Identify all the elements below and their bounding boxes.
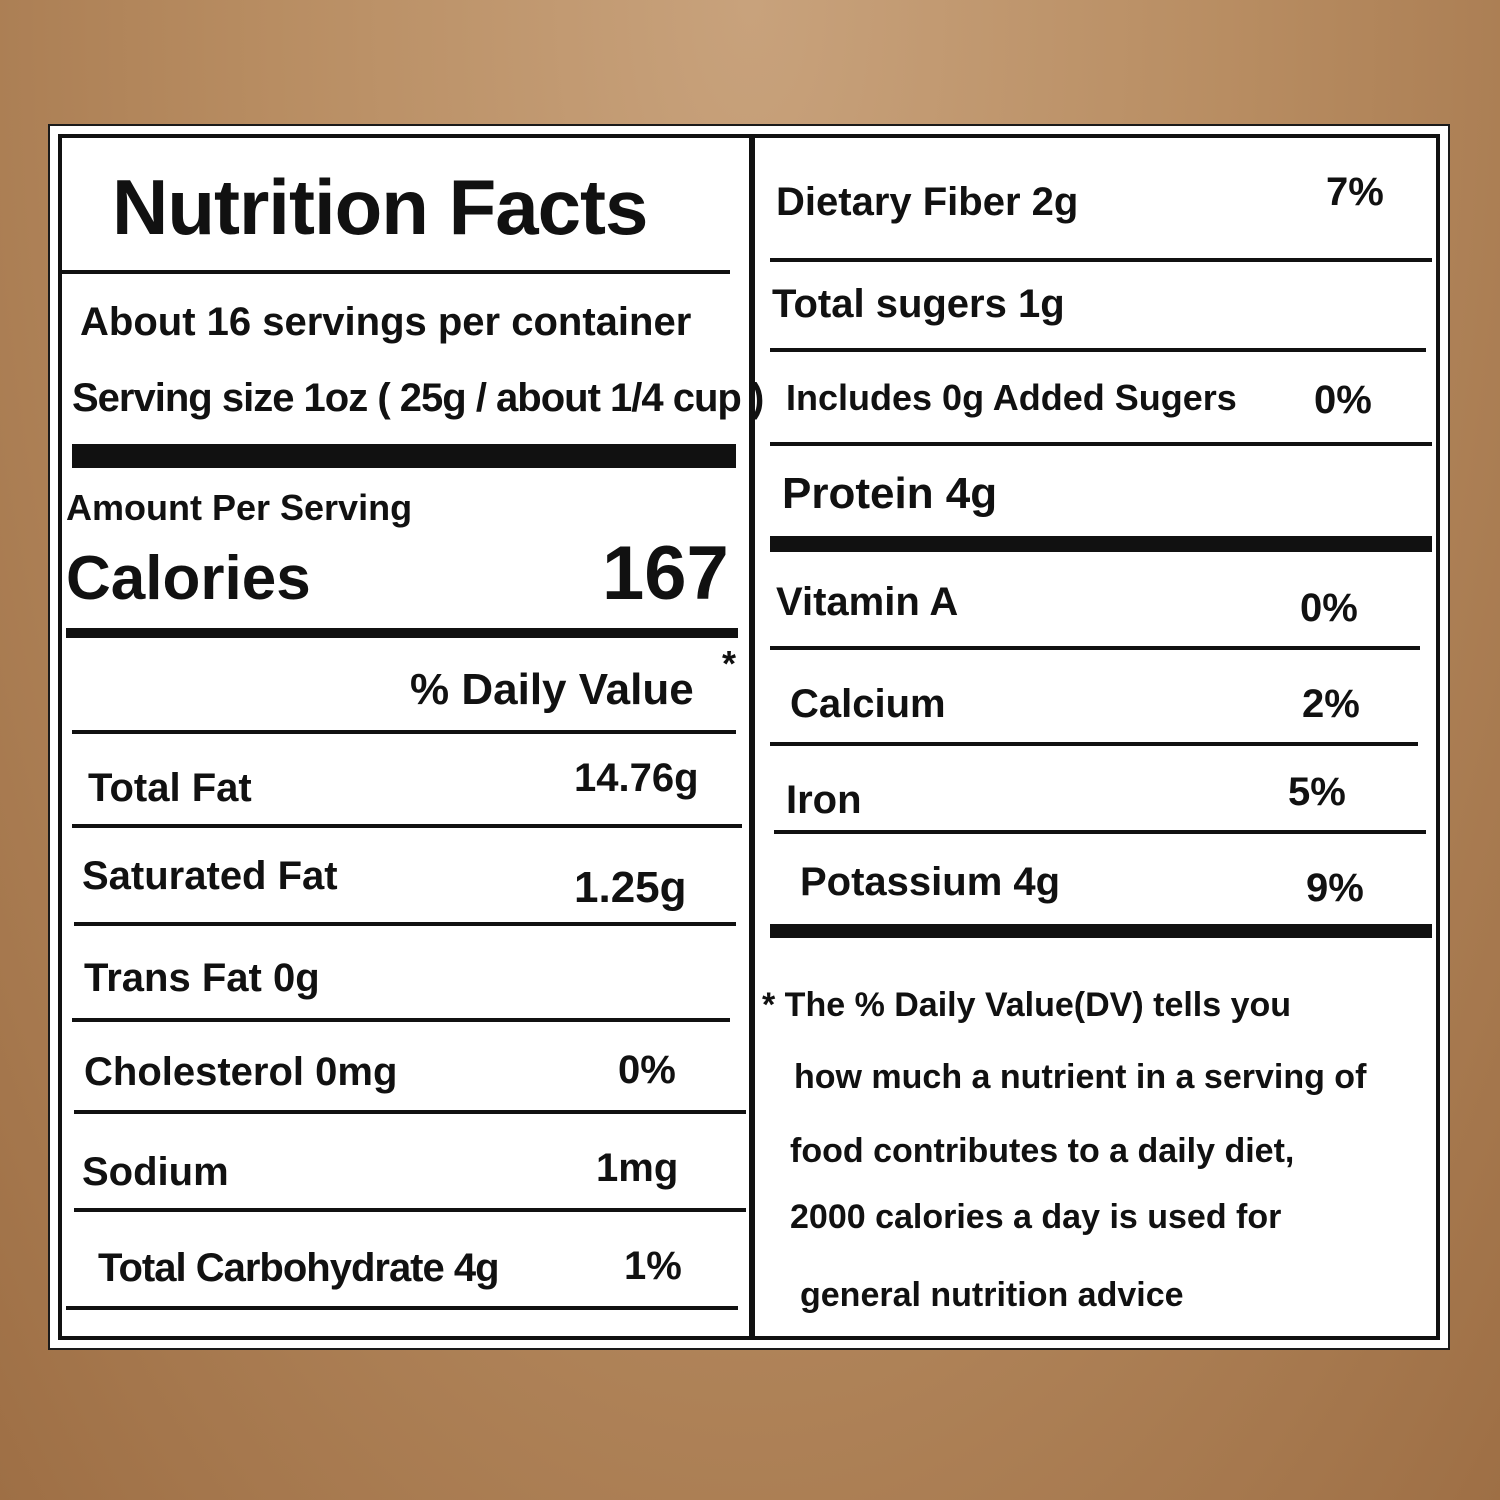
iron-value: 5% [1288,770,1346,814]
footnote-line-1: * The % Daily Value(DV) tells you [762,986,1292,1024]
sodium-value: 1mg [596,1146,679,1190]
dietary-fiber-value: 7% [1326,170,1384,214]
total-carbohydrate-label: Total Carbohydrate 4g [98,1246,500,1290]
trans-fat-label: Trans Fat 0g [84,956,320,1000]
cholesterol-label: Cholesterol 0mg [84,1050,398,1094]
added-sugars-label: Includes 0g Added Sugers [786,377,1237,418]
footnote-line-3: food contributes to a daily diet, [790,1132,1295,1170]
rule [770,646,1420,650]
rule [72,824,742,828]
cholesterol-value: 0% [618,1048,676,1092]
rule [770,348,1426,352]
thick-rule [770,536,1432,552]
vitamin-a-label: Vitamin A [776,580,959,624]
rule [770,258,1432,262]
daily-value-header: % Daily Value [410,665,694,714]
total-sugars-label: Total sugers 1g [772,282,1065,326]
thick-rule [770,924,1432,938]
saturated-fat-label: Saturated Fat [82,854,338,898]
rule [770,442,1432,446]
rule [72,1018,730,1022]
servings-per-container: About 16 servings per container [80,300,692,344]
added-sugars-value: 0% [1314,378,1372,422]
calcium-label: Calcium [790,682,946,726]
rule [74,1208,746,1212]
nutrition-label: Nutrition Facts About 16 servings per co… [48,124,1450,1350]
label-title: Nutrition Facts [112,163,648,251]
footnote-line-4: 2000 calories a day is used for [790,1198,1282,1236]
total-carbohydrate-value: 1% [624,1244,682,1288]
potassium-value: 9% [1306,866,1364,910]
rule [62,270,730,274]
dietary-fiber-label: Dietary Fiber 2g [776,180,1079,224]
amount-per-serving: Amount Per Serving [66,487,413,528]
rule [770,742,1418,746]
thick-rule [66,628,738,638]
total-fat-label: Total Fat [88,766,252,810]
rule [774,830,1426,834]
calcium-value: 2% [1302,682,1360,726]
rule [74,1110,746,1114]
saturated-fat-value: 1.25g [574,863,687,912]
sodium-label: Sodium [82,1150,229,1194]
iron-label: Iron [786,778,862,822]
rule [66,1306,738,1310]
serving-size: Serving size 1oz ( 25g / about 1/4 cup ) [72,376,764,420]
column-divider [749,138,755,1336]
label-frame: Nutrition Facts About 16 servings per co… [58,134,1440,1340]
daily-value-asterisk: * [722,643,737,684]
footnote-line-2: how much a nutrient in a serving of [794,1058,1367,1096]
rule [74,922,736,926]
potassium-label: Potassium 4g [800,860,1061,904]
protein-label: Protein 4g [782,469,998,518]
vitamin-a-value: 0% [1300,586,1358,630]
rule [72,730,736,734]
total-fat-value: 14.76g [574,756,699,800]
calories-value: 167 [602,531,729,616]
thick-rule [72,444,736,468]
calories-label: Calories [66,544,311,613]
footnote-line-5: general nutrition advice [800,1276,1184,1314]
